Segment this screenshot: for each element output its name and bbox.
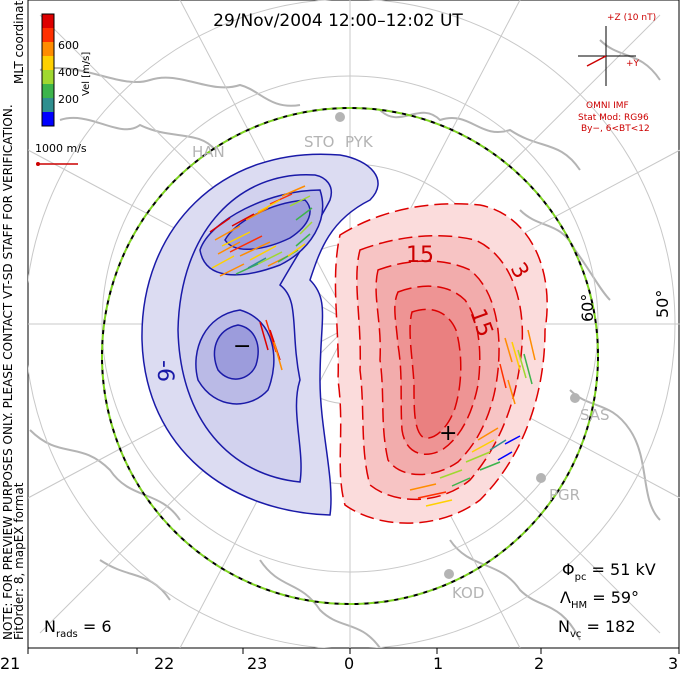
- imf-model-line2: By−, 6<BT<12: [581, 124, 650, 134]
- stat-n-rads: Nrads = 6: [44, 617, 112, 640]
- imf-model-line1: Stat Mod: RG96: [578, 113, 649, 123]
- mlt-coordinates-label: MLT coordinates: [12, 0, 26, 84]
- colorbar-segment: [42, 14, 54, 28]
- mlt-ticks: [27, 648, 680, 654]
- stat-n-vc: Nvc = 182: [558, 617, 636, 640]
- imf-source: OMNI IMF: [586, 101, 629, 111]
- mlt-tick-0: 0: [344, 654, 354, 673]
- colorbar-segment: [42, 42, 54, 56]
- preview-note: NOTE: FOR PREVIEW PURPOSES ONLY. PLEASE …: [1, 104, 15, 640]
- mlt-tick-2: 2: [534, 654, 544, 673]
- potential-max-marker: +: [439, 421, 457, 446]
- lat-label-50: 50°: [653, 290, 672, 318]
- mlt-tick-1: 1: [433, 654, 443, 673]
- station-kod: KOD: [452, 584, 484, 602]
- stat-lambda-hm: ΛHM = 59°: [560, 588, 639, 611]
- contour-label-15-upper: 15: [406, 243, 434, 268]
- colorbar-segment: [42, 112, 54, 126]
- lat-label-60: 60°: [578, 294, 597, 322]
- colorbar-unit-label: Vel [m/s]: [81, 52, 92, 96]
- stat-phi-pc: Φpc = 51 kV: [562, 560, 656, 583]
- station-sas: SAS: [580, 406, 610, 424]
- colorbar-segment: [42, 84, 54, 98]
- colorbar-segment: [42, 56, 54, 70]
- colorbar-segment: [42, 70, 54, 84]
- colorbar-segment: [42, 28, 54, 42]
- velocity-vectors: [209, 185, 536, 507]
- map-title: 29/Nov/2004 12:00–12:02 UT: [213, 11, 463, 31]
- colorbar-segment: [42, 98, 54, 112]
- imf-vector: [586, 55, 607, 67]
- mlt-tick-21: 21: [0, 654, 20, 673]
- colorbar-tick-400: 400: [58, 66, 79, 79]
- colorbar-tick-200: 200: [58, 93, 79, 106]
- station-han: HAN: [192, 143, 225, 161]
- station-markers: [335, 112, 580, 579]
- mlt-tick-3: 3: [668, 654, 678, 673]
- contour-label-neg6: -6: [152, 360, 177, 382]
- negative-cell: [141, 153, 379, 516]
- ref-vector-label: 1000 m/s: [35, 142, 87, 155]
- potential-min-marker: −: [233, 334, 251, 359]
- fit-order-note: FitOrder: 8, mapEX format: [12, 482, 26, 640]
- station-sto: STO: [304, 133, 335, 151]
- positive-cell: [334, 203, 548, 524]
- colorbar-tick-600: 600: [58, 39, 79, 52]
- station-pgr: PGR: [549, 486, 580, 504]
- imf-axes: [578, 26, 636, 86]
- velocity-colorbar: [41, 13, 55, 127]
- colorbar-frame: [41, 13, 55, 127]
- station-pyk: PYK: [345, 133, 374, 151]
- imf-z-label: +Z (10 nT): [607, 13, 656, 23]
- imf-y-label: +Y: [626, 59, 640, 69]
- hm-boundary-green: [101, 107, 599, 605]
- ref-vector-dot: [36, 162, 40, 166]
- mlt-tick-23: 23: [247, 654, 267, 673]
- mlt-tick-22: 22: [154, 654, 174, 673]
